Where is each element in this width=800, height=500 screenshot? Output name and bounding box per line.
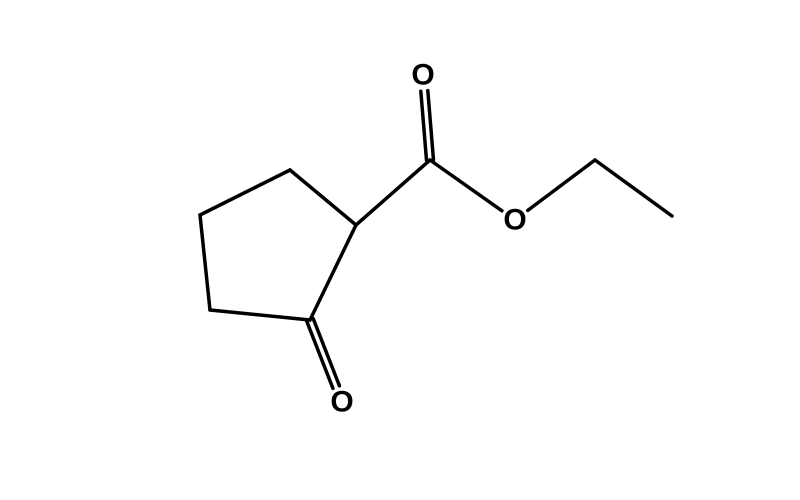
bond-line xyxy=(430,160,502,211)
bond-line xyxy=(310,225,356,320)
bond-line xyxy=(210,310,310,320)
bond-line xyxy=(595,160,672,216)
chemical-structure-svg: O O O xyxy=(0,0,800,500)
bond-line xyxy=(421,91,427,160)
bond-line xyxy=(356,160,430,225)
molecule-diagram: O O O xyxy=(0,0,800,500)
atom-label-o: O xyxy=(411,59,434,92)
atom-label-o: O xyxy=(330,386,353,419)
bond-line xyxy=(528,160,595,210)
bond-line xyxy=(200,215,210,310)
bond-line xyxy=(290,170,356,225)
atom-label-o: O xyxy=(503,204,526,237)
bond-line xyxy=(428,91,434,160)
bond-line xyxy=(200,170,290,215)
